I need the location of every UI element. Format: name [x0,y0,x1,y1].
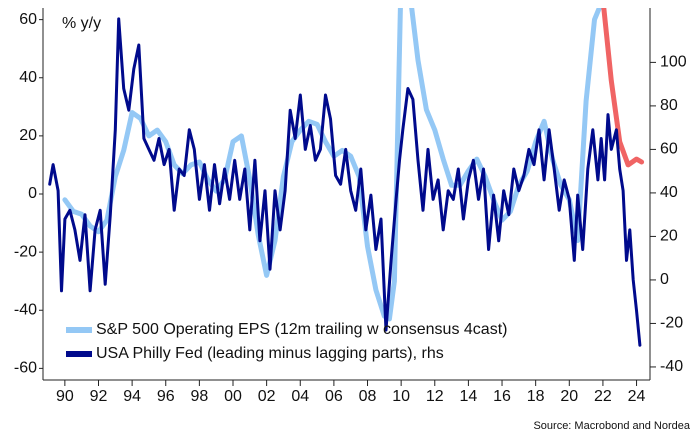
series-line [601,8,645,168]
x-tick-label: 20 [560,388,578,405]
x-tick-label: 16 [493,388,511,405]
x-tick-label: 10 [392,388,410,405]
x-tick-label: 90 [56,388,74,405]
x-tick-label: 98 [190,388,208,405]
y-tick-label: -40 [14,301,37,318]
x-tick-label: 18 [527,388,545,405]
x-tick-label: 04 [291,388,309,405]
y2-tick-label: -40 [660,358,683,375]
unit-annotation: % y/y [62,15,101,32]
x-tick-label: 24 [628,388,646,405]
legend-label: S&P 500 Operating EPS (12m trailing w co… [96,321,507,338]
x-tick-label: 00 [224,388,242,405]
plot-area [48,8,645,347]
y2-tick-label: 100 [660,54,687,71]
y-tick-label: 60 [19,11,37,28]
x-tick-label: 06 [325,388,343,405]
x-tick-label: 96 [157,388,175,405]
legend-label: USA Philly Fed (leading minus lagging pa… [96,345,444,362]
y2-tick-label: -20 [660,315,683,332]
x-tick-label: 22 [594,388,612,405]
x-tick-label: 02 [258,388,276,405]
series-line [62,8,603,322]
source: Source: Macrobond and Nordea [533,420,690,432]
y2-tick-label: 20 [660,228,678,245]
y2-tick-label: 40 [660,184,678,201]
x-tick-label: 92 [90,388,108,405]
y2-tick-label: 0 [660,271,669,288]
x-tick-label: 94 [123,388,141,405]
series-line [48,17,642,347]
y-tick-label: -60 [14,360,37,377]
y-tick-label: 40 [19,69,37,86]
y-tick-label: 0 [28,185,37,202]
x-tick-label: 12 [426,388,444,405]
y-tick-label: -20 [14,243,37,260]
x-tick-label: 14 [460,388,478,405]
y2-tick-label: 80 [660,97,678,114]
y2-tick-label: 60 [660,141,678,158]
y-tick-label: 20 [19,127,37,144]
x-tick-label: 08 [359,388,377,405]
